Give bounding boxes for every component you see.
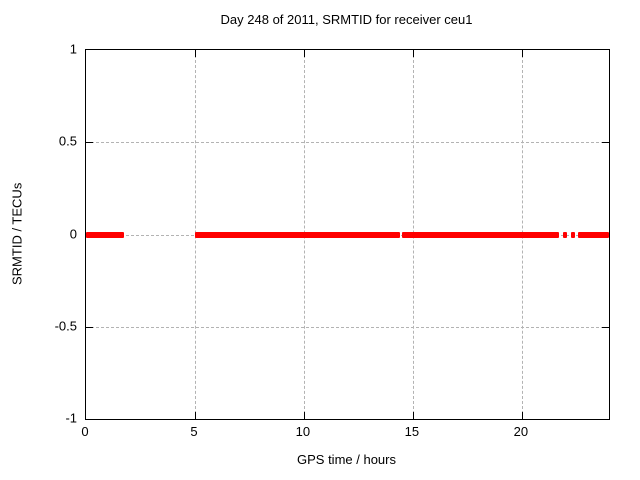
y-tick-label: 0.5: [58, 133, 77, 149]
y-tick-labels: 1 0.5 0 -0.5 -1: [0, 42, 77, 426]
y-tick-label: -0.5: [54, 318, 77, 334]
y-gridline: [86, 142, 609, 144]
y-tick-mark-right: [602, 142, 609, 144]
x-tick-labels: 0 5 10 15 20: [81, 424, 608, 442]
x-tick-label: 15: [404, 424, 420, 439]
y-tick-label: 0: [69, 226, 77, 241]
y-tick-mark-left: [86, 326, 93, 328]
x-tick-label: 5: [190, 424, 198, 439]
x-tick-label: 0: [81, 424, 89, 439]
data-point: [563, 231, 568, 238]
data-segment: [577, 231, 609, 238]
chart-title: Day 248 of 2011, SRMTID for receiver ceu…: [220, 12, 473, 27]
y-tick-label: -1: [65, 410, 77, 426]
x-axis-label: GPS time / hours: [297, 452, 396, 467]
x-tick-mark-bottom: [303, 412, 305, 419]
x-tick-mark-top: [521, 50, 523, 57]
x-tick-mark-top: [303, 50, 305, 57]
data-point: [570, 231, 575, 238]
x-tick-mark-top: [412, 50, 414, 57]
data-segment: [401, 231, 560, 238]
x-tick-mark-top: [194, 50, 196, 57]
plot-area: [85, 49, 610, 420]
x-tick-label: 20: [513, 424, 529, 439]
y-tick-label: 1: [69, 41, 77, 57]
y-tick-mark-left: [86, 142, 93, 144]
x-tick-mark-bottom: [521, 412, 523, 419]
y-tick-mark-right: [602, 326, 609, 328]
x-tick-mark-bottom: [412, 412, 414, 419]
data-segment: [86, 231, 124, 238]
y-gridline: [86, 326, 609, 328]
x-tick-mark-bottom: [194, 412, 196, 419]
x-tick-label: 10: [295, 424, 311, 439]
data-segment: [194, 231, 401, 238]
